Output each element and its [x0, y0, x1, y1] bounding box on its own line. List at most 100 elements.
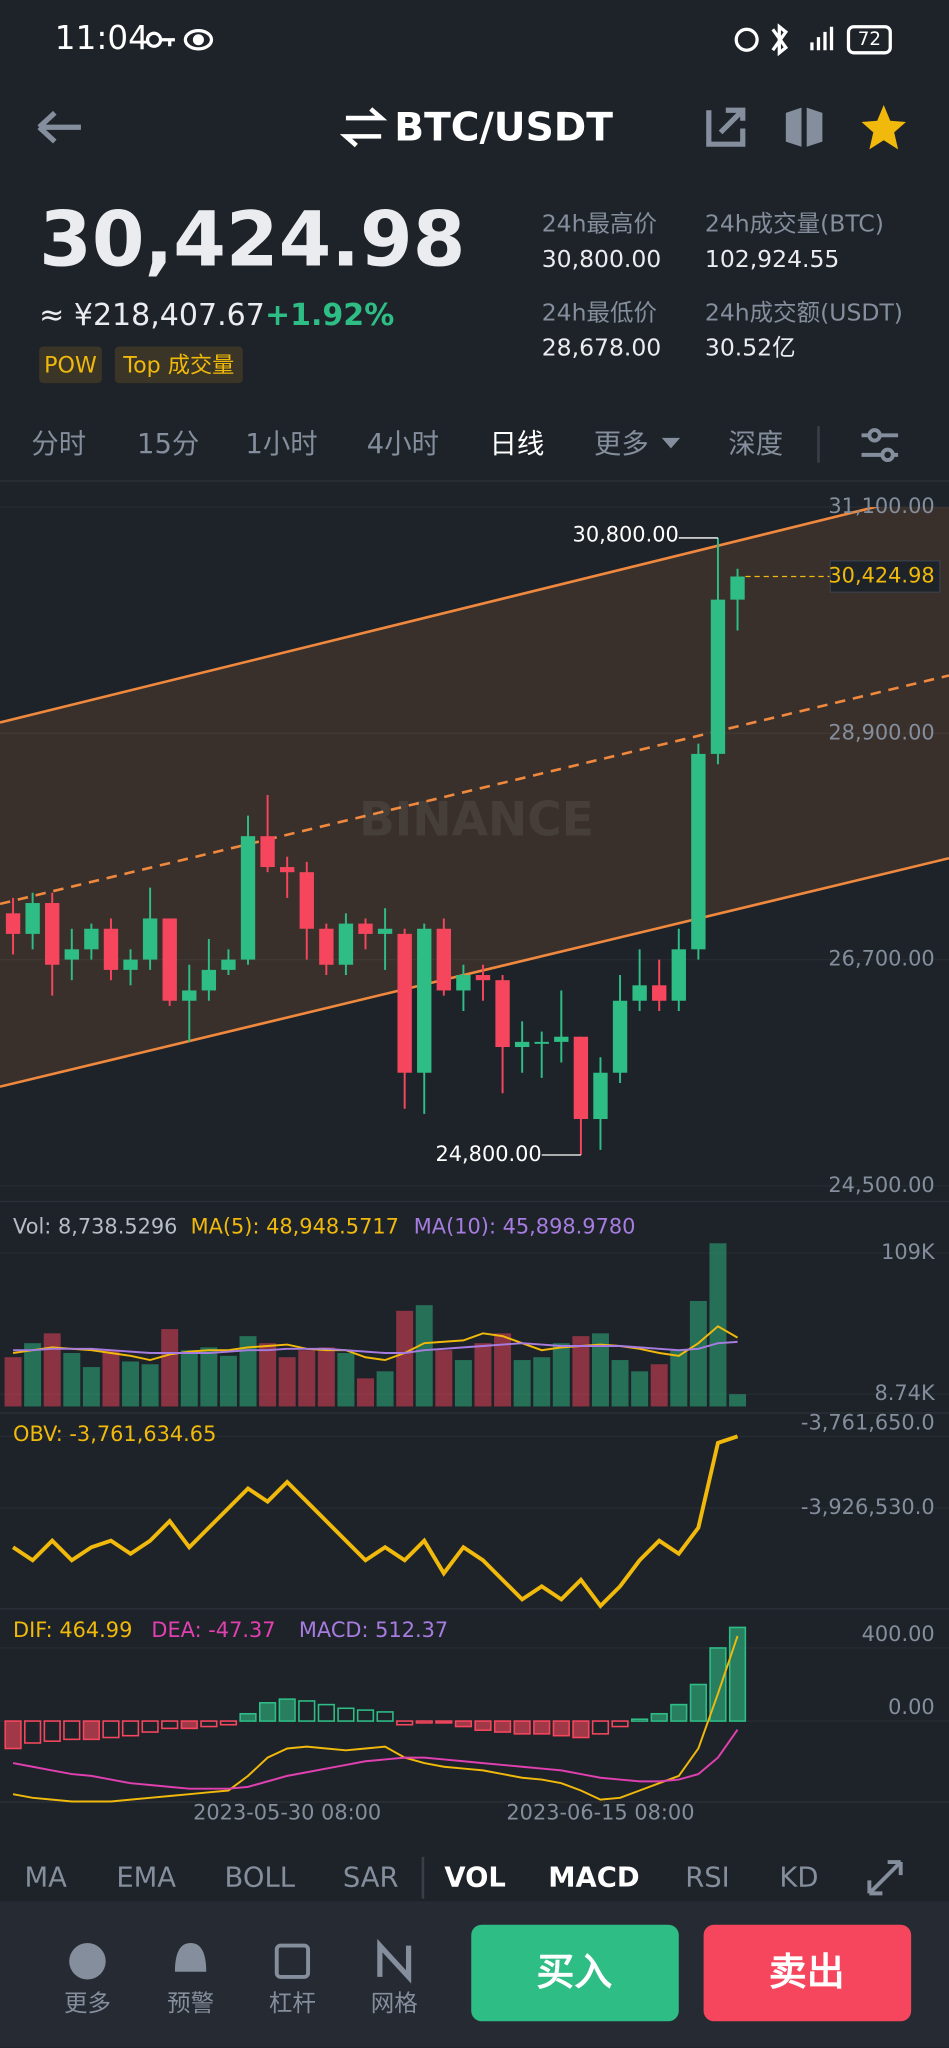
volume-bar — [552, 1343, 570, 1407]
last-price-box — [829, 560, 941, 593]
nav-label[interactable]: 预警 — [167, 1989, 214, 2017]
candle-body — [338, 923, 354, 965]
back-button[interactable] — [37, 110, 81, 144]
channel-lower — [0, 856, 949, 1088]
y-tick-label: 28,900.00 — [828, 720, 934, 744]
indicator-tab[interactable]: SAR — [343, 1863, 399, 1894]
interval-tab[interactable]: 15分 — [137, 429, 199, 460]
nav-label[interactable]: 杠杆 — [269, 1989, 316, 2017]
volume-bar — [709, 1243, 727, 1407]
candle-body — [612, 1000, 628, 1073]
volume-bar — [298, 1350, 316, 1407]
volume-bar — [278, 1357, 296, 1407]
settings-icon[interactable] — [861, 428, 899, 463]
ma5-legend: MA(5): 48,948.5717 — [191, 1215, 399, 1239]
macd-bar — [611, 1720, 629, 1728]
pair-title[interactable]: BTC/USDT — [394, 105, 613, 150]
candle-body — [417, 928, 432, 1073]
share-icon[interactable] — [706, 107, 746, 147]
interval-tab[interactable]: 1小时 — [245, 429, 317, 460]
ma10-legend: MA(10): 45,898.9780 — [414, 1215, 636, 1239]
candle-body — [142, 918, 158, 960]
macd-bar — [4, 1720, 22, 1750]
candle-body — [652, 985, 667, 1001]
indicator-tab-active[interactable]: VOL — [444, 1863, 506, 1894]
macd-bar — [533, 1720, 551, 1735]
channel-mid — [0, 674, 949, 906]
change-percent: +1.92% — [265, 298, 394, 333]
stat-value: 30,800.00 — [542, 245, 662, 273]
interval-tab[interactable]: 4小时 — [367, 429, 439, 460]
battery: 72 — [858, 29, 881, 50]
macd-bar — [43, 1720, 61, 1742]
nav-label[interactable]: 更多 — [64, 1989, 111, 2017]
macd-bar — [317, 1703, 335, 1722]
tag-label: Top 成交量 — [122, 353, 234, 379]
stat-value: 102,924.55 — [705, 245, 839, 273]
macd-bar — [728, 1626, 747, 1722]
stat-label: 24h成交额(USDT) — [705, 298, 903, 326]
book-icon[interactable] — [785, 107, 823, 147]
macd-bar — [435, 1720, 453, 1724]
y-tick-label: 26,700.00 — [828, 947, 934, 971]
macd-bar — [474, 1720, 492, 1731]
volume-bar — [670, 1350, 688, 1407]
indicator-tab[interactable]: RSI — [685, 1863, 730, 1894]
interval-tab[interactable]: 分时 — [31, 429, 86, 460]
interval-tab[interactable]: 更多 — [594, 429, 649, 460]
candle-body — [671, 949, 686, 1001]
y-tick-label: 400.00 — [862, 1622, 935, 1646]
indicator-tab[interactable]: MA — [24, 1863, 67, 1894]
macd-bar — [650, 1712, 668, 1722]
channel-upper — [0, 507, 881, 724]
macd-bar — [552, 1720, 570, 1737]
volume-bar — [141, 1364, 159, 1407]
buy-label[interactable]: 买入 — [537, 1950, 613, 1994]
x-label: 2023-05-30 08:00 — [193, 1801, 381, 1825]
candle-body — [260, 836, 275, 868]
nav-label[interactable]: 网格 — [371, 1989, 418, 2017]
macd-bar — [239, 1712, 257, 1722]
volume-bar — [102, 1350, 120, 1407]
interval-tab[interactable]: 深度 — [728, 429, 783, 460]
volume-bar — [376, 1371, 394, 1407]
volume-bar — [591, 1333, 609, 1407]
swap-icon[interactable] — [339, 107, 388, 148]
macd-bar — [200, 1720, 218, 1728]
buy-button[interactable] — [471, 1924, 679, 2022]
vol-legend: Vol: 8,738.5296 — [13, 1215, 177, 1239]
macd-bar — [82, 1720, 100, 1741]
volume-bar — [415, 1305, 433, 1407]
macd-bar — [396, 1720, 414, 1726]
high-label: 30,800.00 — [573, 522, 679, 546]
candle-body — [358, 923, 373, 934]
indicator-tab-active[interactable]: MACD — [548, 1863, 639, 1894]
candle-body — [103, 928, 119, 970]
y-tick-label: -3,761,650.0 — [801, 1410, 935, 1434]
fullscreen-icon[interactable] — [867, 1860, 903, 1896]
nav-icons — [69, 1938, 412, 1984]
macd-bar — [631, 1718, 649, 1722]
sell-button[interactable] — [703, 1924, 912, 2022]
macd-bar — [356, 1709, 375, 1722]
indicator-tab[interactable]: BOLL — [225, 1863, 296, 1894]
candle-body — [45, 903, 60, 965]
candle-body — [514, 1041, 530, 1048]
indicator-tab[interactable]: KD — [779, 1863, 818, 1894]
stat-label: 24h最低价 — [542, 298, 657, 326]
tag — [114, 346, 243, 384]
macd-bar — [689, 1683, 707, 1722]
candle-body — [475, 975, 491, 981]
sell-label[interactable]: 卖出 — [769, 1950, 845, 1994]
candle-body — [299, 872, 314, 929]
interval-tab-active[interactable]: 日线 — [490, 429, 545, 460]
x-label: 2023-06-15 08:00 — [506, 1801, 694, 1825]
volume-bar — [513, 1360, 531, 1407]
volume-bar — [572, 1336, 590, 1407]
macd-legend: MACD: 512.37 — [299, 1618, 448, 1642]
favorite-star[interactable] — [861, 105, 906, 150]
tag-label: POW — [44, 353, 97, 379]
y-tick-label: 109K — [881, 1240, 936, 1264]
indicator-tab[interactable]: EMA — [116, 1863, 176, 1894]
candle-body — [319, 928, 334, 965]
